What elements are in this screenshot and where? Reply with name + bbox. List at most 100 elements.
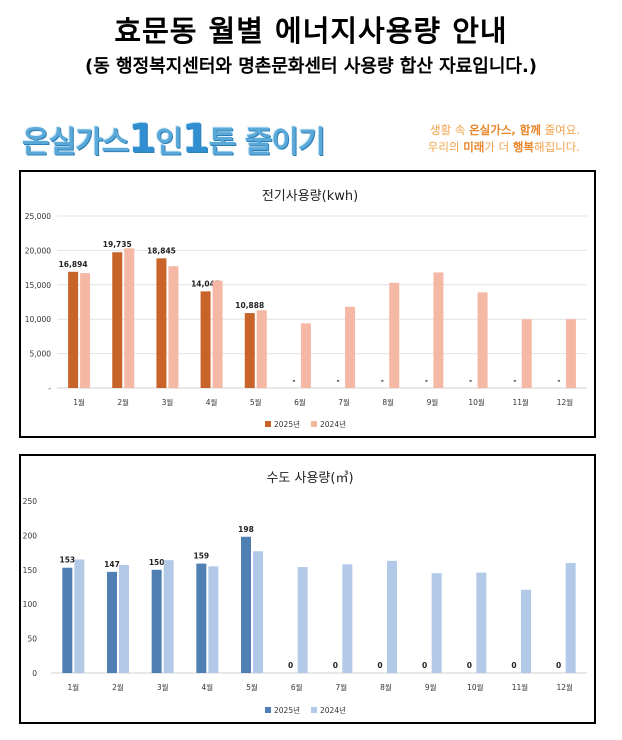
water-bar-previous bbox=[521, 589, 531, 673]
water-y-tick-label: 250 bbox=[23, 497, 38, 506]
water-bar-current bbox=[241, 536, 251, 673]
electricity-bar-previous bbox=[345, 306, 356, 388]
water-chart-svg: 수도 사용량(㎥) 0 50 100 150 200 250 1월 153 2월 147 3월 150 4… bbox=[23, 471, 587, 715]
water-bar-previous bbox=[431, 573, 442, 673]
logo-num-1: 1 bbox=[128, 116, 156, 162]
water-x-tick-label: 6월 bbox=[291, 682, 303, 692]
water-bar-previous bbox=[208, 566, 219, 673]
electricity-bar-previous bbox=[256, 310, 267, 388]
electricity-chart-svg: 전기사용량(kwh) - 5,000 10,000 15,000 20,000 25,000… bbox=[25, 189, 587, 429]
electricity-data-label: 19,735 bbox=[103, 240, 132, 249]
slogan-2c: 가 더 bbox=[484, 140, 513, 154]
water-data-label: 0 bbox=[467, 661, 472, 670]
electricity-x-tick-label: 7월 bbox=[338, 397, 350, 407]
water-x-tick-label: 8월 bbox=[380, 682, 392, 692]
water-chart: 수도 사용량(㎥) 0 50 100 150 200 250 1월 153 2월 147 3월 150 4… bbox=[19, 454, 596, 724]
electricity-legend-label: 2024년 bbox=[320, 419, 346, 429]
slogan-line-2: 우리의 미래가 더 행복해집니다. bbox=[428, 139, 580, 156]
electricity-bar-previous bbox=[300, 323, 311, 388]
electricity-bar-previous bbox=[477, 292, 488, 388]
electricity-data-label: 10,888 bbox=[235, 301, 264, 310]
water-data-label: 0 bbox=[288, 661, 293, 670]
page-subtitle: (동 행정복지센터와 명촌문화센터 사용량 합산 자료입니다.) bbox=[84, 56, 538, 77]
electricity-bar-current bbox=[200, 291, 211, 388]
water-x-tick-label: 9월 bbox=[425, 682, 437, 692]
logo-part-3: 톤 줄이기 bbox=[208, 125, 326, 160]
water-x-tick-label: 11월 bbox=[512, 682, 529, 692]
water-legend-label: 2024년 bbox=[320, 705, 346, 715]
water-data-label: 159 bbox=[194, 552, 210, 561]
water-x-tick-label: 2월 bbox=[112, 682, 124, 692]
electricity-bar-current bbox=[68, 271, 79, 388]
electricity-bar-previous bbox=[433, 272, 444, 388]
electricity-y-tick-label: 15,000 bbox=[25, 281, 51, 290]
water-data-label: 0 bbox=[422, 661, 427, 670]
water-bar-current bbox=[151, 569, 162, 673]
electricity-bar-previous bbox=[565, 319, 576, 388]
slogan-2b: 미래 bbox=[463, 140, 485, 154]
electricity-x-tick-label: 11월 bbox=[513, 397, 530, 407]
slogan-2d: 행복 bbox=[512, 140, 535, 154]
electricity-bar-current bbox=[156, 258, 167, 388]
electricity-data-label: - bbox=[557, 376, 560, 385]
water-x-tick-label: 4월 bbox=[201, 682, 213, 692]
electricity-x-tick-label: 3월 bbox=[162, 397, 174, 407]
water-bar-previous bbox=[74, 559, 85, 673]
electricity-bar-previous bbox=[521, 319, 532, 388]
logo-num-2: 1 bbox=[181, 116, 210, 162]
water-x-tick-label: 3월 bbox=[157, 682, 169, 692]
electricity-chart-title: 전기사용량(kwh) bbox=[262, 189, 358, 204]
water-bar-previous bbox=[297, 567, 308, 673]
water-y-tick-label: 50 bbox=[27, 635, 37, 644]
electricity-data-label: 16,894 bbox=[59, 260, 88, 269]
water-x-tick-label: 1월 bbox=[67, 682, 79, 692]
water-data-label: 147 bbox=[104, 560, 120, 569]
electricity-data-label: 18,845 bbox=[147, 246, 176, 255]
electricity-bar-current bbox=[244, 313, 255, 388]
page-title: 효문동 월별 에너지사용량 안내 bbox=[114, 14, 508, 48]
water-data-label: 0 bbox=[511, 661, 516, 670]
electricity-data-label: 14,045 bbox=[191, 279, 220, 288]
electricity-data-label: - bbox=[425, 376, 428, 385]
water-y-tick-label: 150 bbox=[23, 566, 38, 575]
water-data-label: 198 bbox=[238, 525, 254, 534]
electricity-x-tick-label: 4월 bbox=[206, 397, 218, 407]
water-legend-swatch bbox=[311, 707, 317, 713]
logo-part-2: 인 bbox=[155, 125, 183, 160]
electricity-bar-previous bbox=[389, 282, 400, 388]
slogan-1b: 온실가스, 함께 bbox=[469, 123, 541, 137]
electricity-x-tick-label: 10월 bbox=[468, 397, 485, 407]
electricity-chart: 전기사용량(kwh) - 5,000 10,000 15,000 20,000 25,000… bbox=[19, 170, 596, 438]
water-x-tick-label: 5월 bbox=[246, 682, 258, 692]
water-bar-current bbox=[196, 563, 207, 673]
water-bar-previous bbox=[119, 564, 129, 673]
water-x-tick-label: 10월 bbox=[467, 682, 484, 692]
electricity-bar-previous bbox=[80, 273, 91, 388]
water-legend-swatch bbox=[265, 707, 271, 713]
water-bar-previous bbox=[342, 564, 353, 673]
electricity-y-tick-label: 5,000 bbox=[30, 350, 52, 359]
electricity-bar-current bbox=[112, 252, 123, 388]
electricity-legend-swatch bbox=[311, 421, 317, 427]
water-x-tick-label: 7월 bbox=[335, 682, 347, 692]
electricity-y-tick-label: - bbox=[48, 384, 51, 393]
slogan-1a: 생활 속 bbox=[430, 123, 470, 137]
water-data-label: 150 bbox=[149, 558, 165, 567]
electricity-bar-previous bbox=[168, 266, 179, 388]
water-bar-previous bbox=[163, 560, 174, 673]
electricity-legend-label: 2025년 bbox=[274, 419, 300, 429]
water-bar-current bbox=[107, 571, 117, 673]
campaign-slogan: 생활 속 온실가스, 함께 줄여요. 우리의 미래가 더 행복해집니다. bbox=[428, 122, 580, 156]
electricity-x-tick-label: 6월 bbox=[294, 397, 306, 407]
electricity-x-tick-label: 9월 bbox=[427, 397, 439, 407]
water-data-label: 0 bbox=[377, 661, 382, 670]
electricity-bar-previous bbox=[124, 248, 135, 388]
water-data-label: 0 bbox=[556, 661, 561, 670]
electricity-x-tick-label: 12월 bbox=[557, 397, 574, 407]
electricity-bar-previous bbox=[212, 280, 223, 388]
electricity-data-label: - bbox=[292, 376, 295, 385]
electricity-y-tick-label: 25,000 bbox=[25, 212, 51, 221]
slogan-1c: 줄여요. bbox=[540, 123, 580, 137]
electricity-data-label: - bbox=[337, 376, 340, 385]
water-chart-title: 수도 사용량(㎥) bbox=[266, 471, 353, 486]
